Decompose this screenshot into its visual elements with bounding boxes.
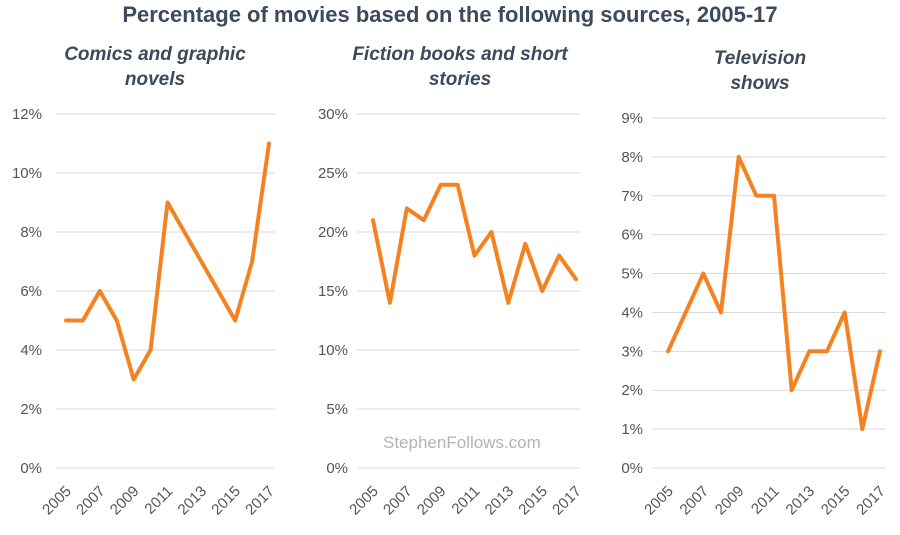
y-tick-label: 0% — [326, 460, 348, 477]
y-tick-label: 0% — [621, 460, 643, 477]
series-line — [371, 182, 578, 305]
y-tick-label: 2% — [20, 401, 42, 418]
x-tick-label: 2009 — [712, 483, 748, 519]
y-tick-label: 5% — [621, 266, 643, 283]
series-line — [64, 141, 271, 382]
y-tick-label: 2% — [621, 382, 643, 399]
x-tick-label: 2015 — [818, 483, 854, 519]
y-tick-label: 12% — [12, 106, 42, 123]
panel-title-television: Television shows — [713, 48, 807, 94]
y-tick-label: 8% — [621, 149, 643, 166]
x-tick-label: 2017 — [853, 483, 889, 519]
y-tick-label: 25% — [318, 165, 348, 182]
y-tick-label: 10% — [318, 342, 348, 359]
watermark: StephenFollows.com — [383, 433, 541, 452]
panel-title-fiction: Fiction books and short stories — [352, 44, 568, 90]
y-tick-label: 4% — [621, 304, 643, 321]
y-tick-label: 20% — [318, 224, 348, 241]
series-line — [666, 154, 882, 432]
y-tick-label: 4% — [20, 342, 42, 359]
y-tick-label: 8% — [20, 224, 42, 241]
y-tick-label: 5% — [326, 401, 348, 418]
y-tick-label: 6% — [621, 227, 643, 244]
y-tick-label: 1% — [621, 421, 643, 438]
y-tick-label: 7% — [621, 188, 643, 205]
y-tick-label: 3% — [621, 343, 643, 360]
panel-title-comics: Comics and graphic novels — [64, 44, 246, 90]
y-tick-label: 0% — [20, 460, 42, 477]
y-tick-label: 15% — [318, 283, 348, 300]
x-tick-label: 2007 — [677, 483, 713, 519]
y-tick-label: 6% — [20, 283, 42, 300]
y-tick-label: 9% — [621, 110, 643, 127]
y-tick-label: 10% — [12, 165, 42, 182]
y-tick-label: 30% — [318, 106, 348, 123]
x-tick-label: 2011 — [748, 483, 783, 518]
chart-main-title: Percentage of movies based on the follow… — [122, 2, 778, 27]
x-tick-label: 2013 — [783, 483, 819, 519]
x-tick-label: 2005 — [641, 483, 677, 519]
